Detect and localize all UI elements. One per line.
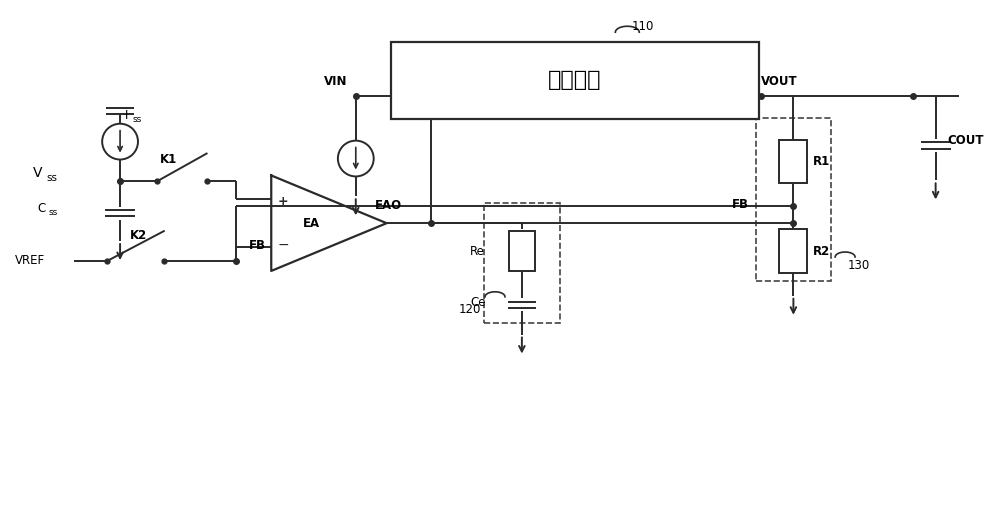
Text: FB: FB bbox=[732, 198, 749, 211]
Bar bbox=[779, 229, 807, 273]
Text: 120: 120 bbox=[458, 303, 481, 316]
Text: I: I bbox=[125, 109, 128, 122]
Text: C: C bbox=[38, 202, 46, 215]
Text: VIN: VIN bbox=[324, 75, 347, 88]
Text: Ce: Ce bbox=[470, 296, 486, 309]
Text: COUT: COUT bbox=[948, 134, 984, 147]
Text: Re: Re bbox=[470, 245, 485, 258]
Text: VOUT: VOUT bbox=[761, 75, 797, 88]
Text: +: + bbox=[278, 195, 288, 208]
Text: K1: K1 bbox=[160, 153, 177, 166]
Bar bbox=[779, 140, 807, 184]
Text: ss: ss bbox=[49, 208, 58, 216]
Text: VREF: VREF bbox=[15, 254, 45, 267]
Text: 110: 110 bbox=[631, 20, 654, 33]
Text: ss: ss bbox=[46, 173, 57, 184]
Text: K2: K2 bbox=[130, 229, 147, 242]
Bar bbox=[391, 42, 759, 119]
Text: −: − bbox=[277, 238, 289, 252]
Text: EAO: EAO bbox=[375, 199, 402, 212]
Text: EA: EA bbox=[302, 216, 320, 230]
Text: V: V bbox=[33, 166, 42, 181]
Bar bbox=[756, 118, 831, 281]
Text: ss: ss bbox=[133, 115, 142, 124]
Text: 转换单元: 转换单元 bbox=[548, 70, 601, 90]
Text: R1: R1 bbox=[813, 155, 831, 168]
Bar bbox=[484, 203, 560, 323]
Bar bbox=[509, 231, 535, 271]
Text: FB: FB bbox=[249, 239, 266, 251]
Text: R2: R2 bbox=[813, 245, 831, 258]
Text: 130: 130 bbox=[848, 260, 870, 272]
